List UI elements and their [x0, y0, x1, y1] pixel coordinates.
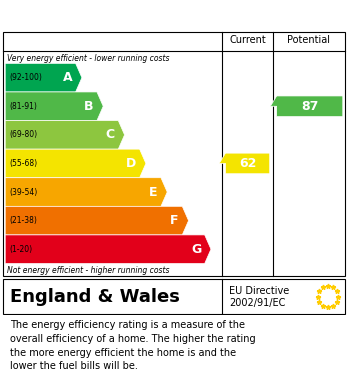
- Text: G: G: [191, 243, 201, 256]
- Polygon shape: [5, 63, 82, 92]
- Text: (92-100): (92-100): [9, 73, 42, 82]
- Text: The energy efficiency rating is a measure of the
overall efficiency of a home. T: The energy efficiency rating is a measur…: [10, 320, 256, 371]
- Text: Not energy efficient - higher running costs: Not energy efficient - higher running co…: [7, 265, 169, 274]
- Polygon shape: [5, 149, 146, 178]
- Text: England & Wales: England & Wales: [10, 287, 180, 305]
- Text: (39-54): (39-54): [9, 188, 38, 197]
- Text: 2002/91/EC: 2002/91/EC: [229, 298, 285, 308]
- Polygon shape: [270, 96, 343, 117]
- Text: 62: 62: [239, 157, 256, 170]
- Text: Potential: Potential: [287, 35, 330, 45]
- Text: (55-68): (55-68): [9, 159, 38, 168]
- Text: Energy Efficiency Rating: Energy Efficiency Rating: [10, 6, 239, 24]
- Text: A: A: [63, 71, 72, 84]
- Polygon shape: [5, 120, 125, 149]
- Text: (69-80): (69-80): [9, 130, 38, 139]
- Text: E: E: [149, 185, 157, 199]
- Polygon shape: [219, 153, 270, 174]
- Text: C: C: [106, 128, 115, 141]
- Polygon shape: [5, 206, 189, 235]
- Text: 87: 87: [301, 100, 319, 113]
- Polygon shape: [5, 235, 211, 264]
- Text: EU Directive: EU Directive: [229, 286, 289, 296]
- Polygon shape: [5, 178, 167, 206]
- Text: (1-20): (1-20): [9, 245, 32, 254]
- Text: (81-91): (81-91): [9, 102, 37, 111]
- Text: D: D: [126, 157, 136, 170]
- Text: Very energy efficient - lower running costs: Very energy efficient - lower running co…: [7, 54, 169, 63]
- Text: F: F: [170, 214, 179, 227]
- Text: Current: Current: [229, 35, 266, 45]
- Polygon shape: [5, 92, 103, 120]
- Text: (21-38): (21-38): [9, 216, 37, 225]
- Text: B: B: [84, 100, 94, 113]
